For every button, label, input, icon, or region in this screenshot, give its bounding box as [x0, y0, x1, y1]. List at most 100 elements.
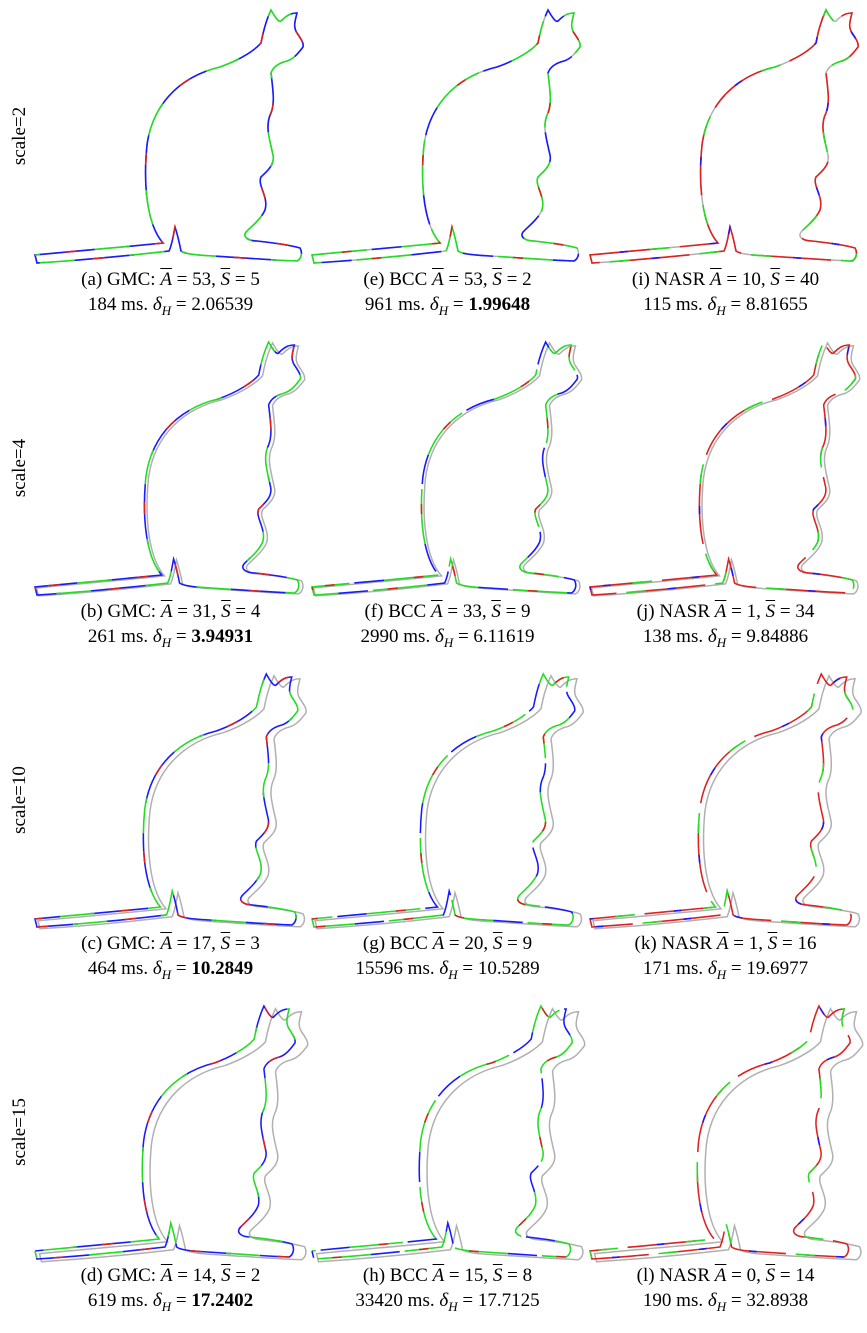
fitted-curve [34, 9, 304, 264]
fitted-curve [589, 9, 859, 264]
symbol: S [221, 601, 231, 622]
time: 33420 ms. [355, 1290, 435, 1311]
time: 961 ms. [364, 294, 426, 315]
method: GMC: [106, 933, 156, 954]
symbol: , [211, 269, 216, 290]
delta-value: 9.84886 [746, 626, 809, 647]
symbol: = [726, 269, 738, 290]
panel-tag: (k) [634, 933, 657, 954]
symbol: = [462, 1290, 474, 1311]
symbol: H [716, 966, 727, 982]
delta-value: 1.99648 [468, 294, 531, 315]
value: 15 [464, 1265, 484, 1286]
symbol: δ [152, 958, 162, 979]
symbol: , [211, 601, 217, 622]
panel-tag: (d) [80, 1265, 103, 1286]
symbol: = [505, 601, 517, 622]
caption-line: 171 ms. δH = 19.6977 [583, 957, 867, 987]
value: 53 [463, 269, 483, 290]
method: GMC: [107, 1265, 157, 1286]
symbol: , [756, 601, 761, 622]
symbol: δ [707, 294, 717, 315]
delta-value: 10.2849 [191, 958, 254, 979]
symbol: A [432, 1265, 445, 1286]
symbol: A [160, 933, 172, 954]
time: 2990 ms. [360, 626, 431, 647]
value: 2 [522, 269, 532, 290]
delta-value: 3.94931 [191, 626, 254, 647]
fitted-curve [311, 9, 581, 264]
symbol: = [177, 1265, 188, 1286]
value: 8 [522, 1265, 533, 1286]
value: 16 [797, 933, 817, 954]
fitted-curve [311, 341, 579, 596]
value: 34 [795, 601, 815, 622]
symbol: , [483, 1265, 489, 1286]
time: 261 ms. [87, 626, 149, 647]
caption-line: (l) NASR A = 0, S = 14 [583, 1264, 867, 1288]
fitted-curve [34, 9, 304, 264]
symbol: S [765, 601, 776, 622]
reference-outline [34, 9, 304, 264]
reference-outline [593, 1007, 864, 1263]
symbol: H [716, 1298, 727, 1314]
symbol: δ [707, 958, 717, 979]
fitted-curve [311, 1005, 573, 1260]
fitted-curve [34, 341, 302, 596]
row-label: scale=4 [9, 438, 30, 498]
symbol: = [730, 294, 742, 315]
symbol: A [160, 601, 173, 622]
method: GMC: [106, 269, 156, 290]
symbol: , [482, 269, 488, 290]
value: 33 [462, 601, 482, 622]
symbol: H [716, 634, 727, 650]
fitted-curve [311, 1005, 573, 1260]
fitted-curve [34, 1005, 296, 1260]
value: 53 [192, 269, 212, 290]
method: NASR [661, 933, 713, 954]
value: 20 [464, 933, 484, 954]
caption-line: (a) GMC: A = 53, S = 5 [28, 268, 313, 292]
method: BCC [389, 1265, 428, 1286]
caption-line: 138 ms. δH = 9.84886 [583, 625, 867, 655]
symbol: A [714, 601, 727, 622]
value: 1 [746, 601, 757, 622]
caption-line: 184 ms. δH = 2.06539 [28, 293, 313, 323]
value: 14 [192, 1265, 212, 1286]
symbol: A [432, 269, 444, 290]
fitted-curve [34, 341, 302, 596]
reference-outline [315, 1007, 586, 1263]
symbol: A [432, 933, 445, 954]
caption-line: 115 ms. δH = 8.81655 [583, 293, 867, 323]
symbol: = [781, 933, 793, 954]
symbol: H [443, 634, 454, 650]
symbol: = [730, 626, 742, 647]
time: 619 ms. [87, 1290, 149, 1311]
method: NASR [659, 601, 711, 622]
symbol: H [448, 966, 458, 982]
symbol: S [492, 1265, 503, 1286]
reference-outline [35, 342, 306, 597]
value: 2 [250, 1265, 261, 1286]
value: 0 [746, 1265, 757, 1286]
symbol: S [765, 1265, 776, 1286]
symbol: = [506, 269, 518, 290]
symbol: = [448, 269, 460, 290]
method: BCC [389, 269, 428, 290]
panel-tag: (l) [636, 1265, 655, 1286]
fitted-curve [589, 341, 857, 596]
panel-tag: (h) [362, 1265, 386, 1286]
caption-line: 190 ms. δH = 32.8938 [583, 1289, 867, 1319]
value: 9 [521, 601, 531, 622]
symbol: H [161, 634, 172, 650]
symbol: δ [152, 626, 162, 647]
symbol: = [452, 294, 464, 315]
caption-line: (e) BCC A = 53, S = 2 [305, 268, 590, 292]
row-label: scale=2 [9, 106, 30, 166]
caption-line: 464 ms. δH = 10.2849 [28, 957, 313, 987]
symbol: = [175, 1290, 187, 1311]
value: 14 [795, 1265, 815, 1286]
symbol: H [161, 1298, 172, 1314]
time: 15596 ms. [355, 958, 435, 979]
